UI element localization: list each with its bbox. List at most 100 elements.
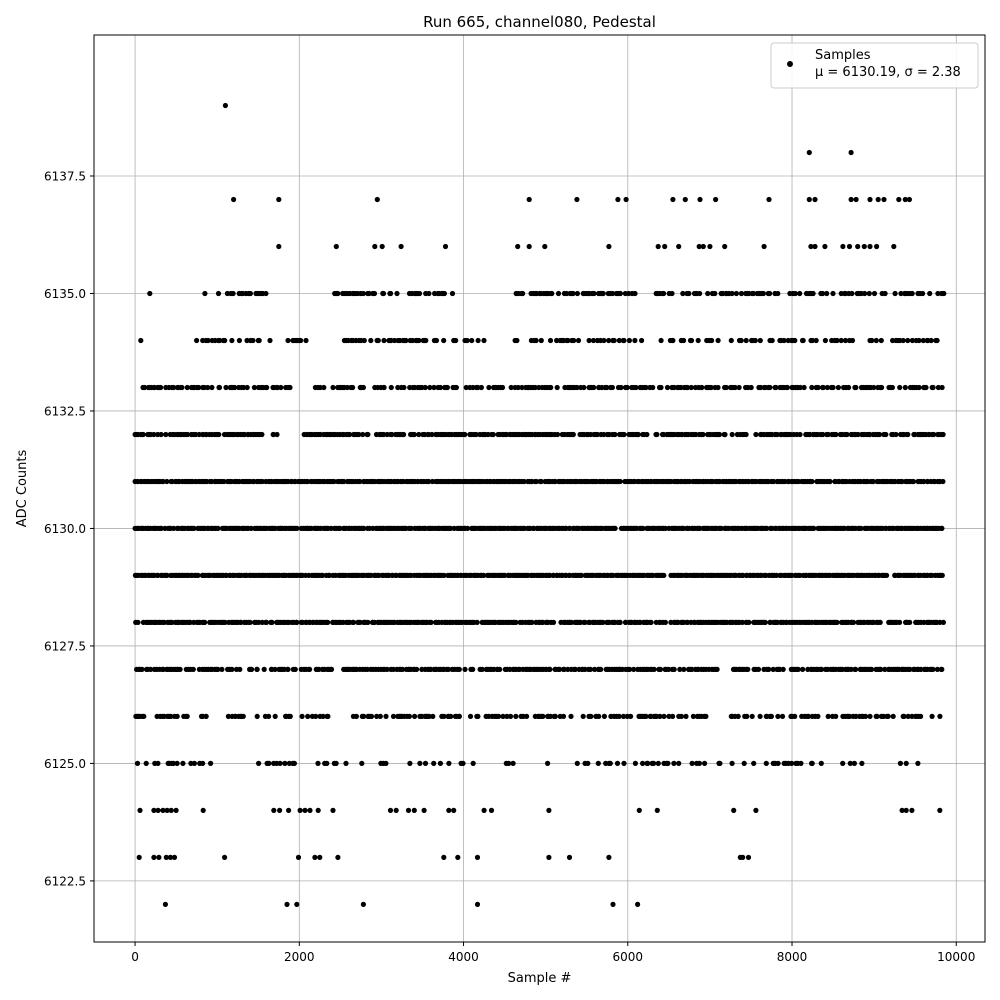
data-point	[664, 384, 671, 391]
data-point	[538, 478, 544, 485]
data-point	[219, 666, 225, 673]
data-point	[167, 854, 173, 861]
data-point	[582, 619, 588, 626]
data-point	[298, 337, 304, 344]
data-point	[442, 243, 449, 250]
data-point	[766, 666, 772, 673]
data-point	[738, 337, 744, 344]
data-points	[132, 102, 947, 908]
data-point	[475, 384, 481, 391]
data-point	[713, 196, 719, 203]
data-point	[760, 290, 767, 297]
data-point	[331, 478, 337, 485]
data-point	[292, 666, 298, 673]
data-point	[611, 337, 617, 344]
data-point	[464, 337, 470, 344]
data-point	[481, 807, 487, 814]
data-point	[174, 760, 180, 767]
data-point	[441, 713, 447, 720]
data-point	[570, 431, 576, 438]
data-point	[372, 243, 378, 250]
data-point	[429, 431, 435, 438]
data-point	[695, 337, 701, 344]
data-point	[921, 478, 927, 485]
data-point	[601, 713, 608, 720]
data-point	[598, 666, 604, 673]
data-point	[350, 384, 356, 391]
data-point	[264, 384, 270, 391]
data-point	[449, 290, 456, 297]
data-point	[170, 760, 177, 767]
data-point	[876, 431, 883, 438]
data-point	[388, 384, 394, 391]
data-point	[775, 290, 781, 297]
data-point	[248, 525, 254, 532]
data-point	[918, 713, 924, 720]
data-point	[303, 337, 309, 344]
data-point	[241, 384, 247, 391]
data-point	[877, 619, 883, 626]
data-point	[753, 431, 759, 438]
data-point	[909, 337, 916, 344]
data-point	[853, 384, 859, 391]
data-point	[746, 619, 752, 626]
data-point	[870, 478, 876, 485]
data-point	[869, 666, 875, 673]
data-point	[223, 384, 229, 391]
data-point	[259, 431, 265, 438]
data-point	[490, 431, 496, 438]
data-point	[810, 290, 816, 297]
data-point	[236, 337, 242, 344]
data-point	[565, 337, 571, 344]
data-point	[479, 666, 485, 673]
data-point	[766, 196, 772, 203]
data-point	[827, 478, 833, 485]
data-point	[441, 854, 447, 861]
data-point	[861, 243, 867, 250]
data-point	[277, 807, 283, 814]
data-point	[444, 384, 450, 391]
data-point	[696, 760, 703, 767]
data-point	[266, 713, 272, 720]
data-point	[294, 525, 300, 532]
data-point	[930, 384, 936, 391]
data-point	[532, 384, 538, 391]
data-point	[686, 290, 692, 297]
data-point	[399, 666, 406, 673]
data-point	[271, 807, 277, 814]
data-point	[882, 666, 888, 673]
data-point	[269, 619, 275, 626]
data-point	[939, 525, 945, 532]
data-point	[412, 713, 418, 720]
data-point	[840, 760, 846, 767]
data-point	[360, 901, 366, 908]
data-point	[624, 384, 630, 391]
data-point	[164, 478, 170, 485]
plot-frame	[93, 34, 986, 943]
data-point	[690, 713, 697, 720]
data-point	[834, 619, 840, 626]
data-point	[606, 337, 612, 344]
data-point	[406, 713, 412, 720]
data-point	[697, 290, 703, 297]
data-point	[729, 760, 735, 767]
data-point	[202, 619, 208, 626]
data-point	[862, 713, 869, 720]
data-point	[216, 384, 223, 391]
data-point	[174, 713, 180, 720]
data-point	[751, 760, 757, 767]
data-point	[574, 760, 580, 767]
data-point	[499, 384, 506, 391]
data-point	[628, 713, 634, 720]
data-point	[937, 807, 943, 814]
data-point	[335, 854, 341, 861]
data-point	[792, 713, 798, 720]
data-point	[927, 290, 933, 297]
data-point	[231, 196, 237, 203]
data-point	[770, 666, 776, 673]
data-point	[411, 807, 417, 814]
data-point	[460, 760, 466, 767]
data-point	[862, 290, 868, 297]
data-point	[681, 337, 687, 344]
